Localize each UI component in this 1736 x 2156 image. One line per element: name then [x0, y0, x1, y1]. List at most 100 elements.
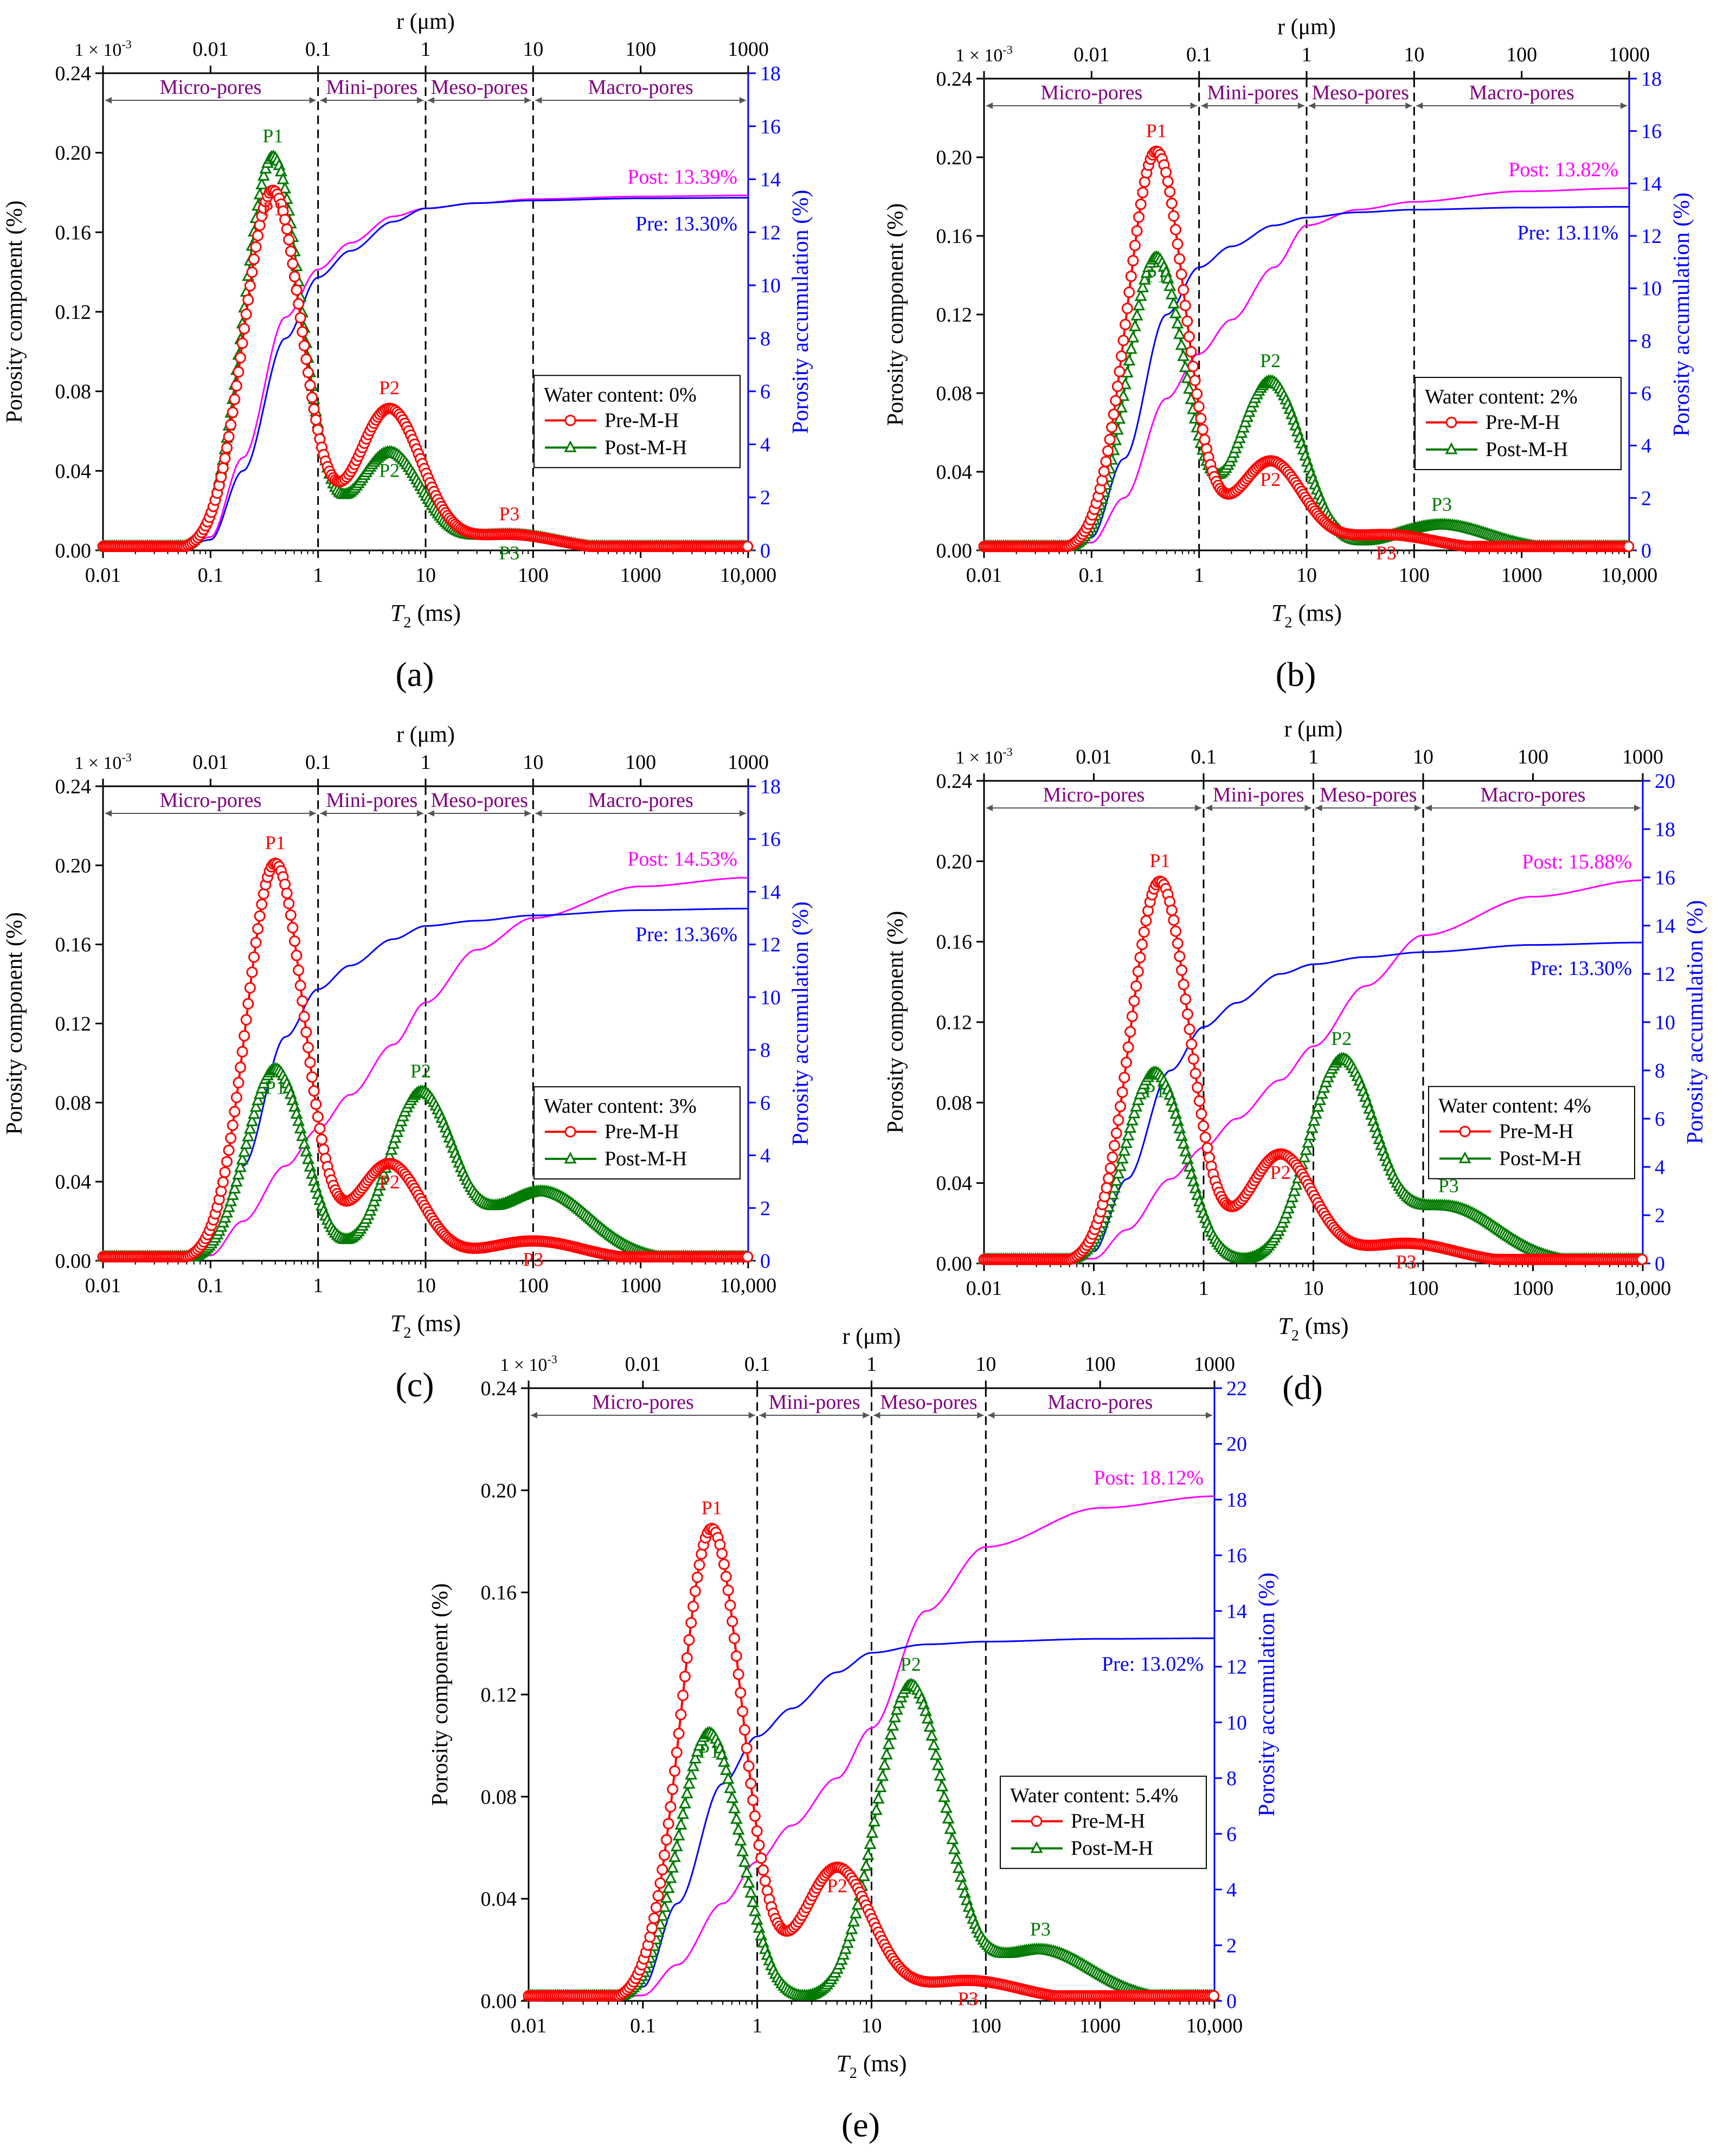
x-tick-label: 100 — [1399, 564, 1430, 587]
y-left-tick-label: 0.00 — [55, 540, 92, 562]
top-tick-label: 100 — [1085, 1353, 1116, 1376]
post-series-point — [1163, 279, 1176, 291]
pre-series-point — [742, 1251, 754, 1263]
pre-accumulation-line — [102, 197, 748, 551]
post-series-point — [1124, 342, 1137, 354]
pre-series-point — [1096, 474, 1108, 486]
post-series-point — [1171, 316, 1184, 329]
pre-series-point — [726, 1615, 738, 1627]
pre-series-point — [693, 1559, 705, 1571]
pre-series-point — [759, 1875, 771, 1887]
zone-arrowhead-right — [863, 1412, 870, 1419]
pre-series-point — [229, 1106, 241, 1118]
pre-series-point — [1102, 445, 1114, 457]
top-tick-label: 0.01 — [192, 38, 229, 61]
pre-series-point — [667, 1783, 679, 1795]
pre-total-label: Pre: 13.30% — [1530, 957, 1632, 980]
pre-total-label: Pre: 13.30% — [635, 213, 737, 235]
top-tick-label-exponent: -3 — [547, 1352, 557, 1366]
post-series-point — [1185, 392, 1198, 405]
pre-series-point — [658, 1849, 670, 1861]
pre-series-point — [1106, 421, 1118, 433]
pre-series-point — [722, 1584, 734, 1596]
peak-label-post-p3: P3 — [499, 542, 519, 563]
pre-series-point — [230, 380, 242, 392]
pre-series-point — [677, 1690, 689, 1702]
x-tick-label: 100 — [1408, 1277, 1439, 1300]
peak-label-post-p2: P2 — [1260, 350, 1281, 371]
post-series-point — [936, 1779, 949, 1792]
peak-label-post-p2: P2 — [379, 460, 400, 482]
top-tick-label: 1 — [1302, 43, 1312, 66]
post-series-point — [952, 1861, 965, 1873]
pre-series-point — [1107, 1151, 1118, 1163]
y-right-tick-label: 4 — [760, 1145, 770, 1167]
pre-series-point — [230, 1092, 242, 1103]
zone-label: Micro-pores — [1043, 784, 1145, 806]
peak-label-pre-p3: P3 — [1376, 542, 1397, 564]
y-right-tick-label: 18 — [1655, 818, 1675, 841]
y-right-tick-label: 6 — [760, 381, 770, 403]
post-series-point — [1169, 306, 1182, 318]
pre-series-point — [747, 1794, 759, 1806]
post-series-point — [929, 1748, 942, 1760]
y-left-tick-label: 0.00 — [55, 1250, 92, 1273]
pre-series-point — [227, 406, 239, 418]
legend-title: Water content: 2% — [1425, 386, 1578, 408]
pre-series-point — [1166, 197, 1178, 209]
pre-series-point — [233, 1077, 245, 1089]
pre-series-point — [743, 1760, 755, 1772]
pre-series-point — [1133, 211, 1145, 223]
top-tick-label: 1 — [421, 38, 431, 61]
pre-total-label: Pre: 13.36% — [635, 923, 737, 946]
y-right-tick-label: 10 — [760, 274, 781, 297]
x-tick-label: 1 — [313, 1274, 323, 1297]
peak-label-pre-p3: P3 — [1396, 1251, 1417, 1273]
post-series-point — [1182, 382, 1195, 394]
top-tick-label-base: 1 × 10 — [955, 46, 1002, 66]
pre-series-point — [1187, 361, 1199, 373]
pre-series-point — [1125, 271, 1137, 283]
pre-series-point — [1174, 951, 1186, 963]
x-tick-label: 1 — [1194, 564, 1204, 587]
pre-series-point — [689, 1585, 701, 1597]
pre-series-point — [294, 312, 306, 324]
top-tick-label-exponent: -3 — [121, 37, 131, 51]
pre-series-point — [1623, 541, 1635, 553]
pre-series-point — [1134, 952, 1146, 964]
pre-series-point — [1118, 1071, 1130, 1083]
post-series-point — [950, 1852, 963, 1864]
y-right-tick-label: 16 — [1641, 120, 1662, 143]
pre-series-point — [1195, 413, 1207, 425]
pre-series-point — [217, 1176, 229, 1188]
x-tick-label: 10 — [415, 1274, 436, 1297]
pre-series-point — [1162, 176, 1174, 188]
y-right-tick-label: 12 — [760, 221, 781, 244]
top-tick-label-base: 1 × 10 — [955, 748, 1002, 768]
pre-series-point — [652, 1890, 664, 1902]
post-series-point — [1134, 289, 1147, 301]
top-tick-label: 0.1 — [305, 38, 331, 61]
peak-label-pre-p2: P2 — [1270, 1162, 1291, 1183]
post-series-point — [259, 162, 272, 174]
y-left-tick-label: 0.08 — [55, 381, 92, 403]
y-left-tick-label: 0.04 — [936, 1172, 973, 1195]
pre-series-point — [252, 230, 264, 242]
pre-series-point — [1116, 1086, 1128, 1098]
post-series-point — [870, 1803, 883, 1815]
pre-series-point — [1191, 388, 1203, 400]
top-tick-label: 1 × 10-3 — [500, 1352, 557, 1375]
pre-series-point — [696, 1548, 708, 1560]
pre-series-point — [223, 1144, 235, 1156]
pre-series-point — [732, 1669, 744, 1680]
y-right-tick-label: 18 — [760, 62, 781, 85]
peak-label-post-p1: P1 — [262, 125, 283, 147]
x-tick-label: 1000 — [1513, 1277, 1554, 1300]
zone-arrowhead-right — [309, 97, 316, 104]
top-axis-label: r (μm) — [843, 1324, 901, 1349]
y-left-axis-label: Porosity component (%) — [2, 201, 27, 424]
post-series-point — [674, 1818, 687, 1830]
peak-label-post-p1: P1 — [1146, 265, 1167, 286]
legend-title: Water content: 0% — [544, 383, 697, 406]
y-right-tick-label: 6 — [1226, 1823, 1237, 1846]
